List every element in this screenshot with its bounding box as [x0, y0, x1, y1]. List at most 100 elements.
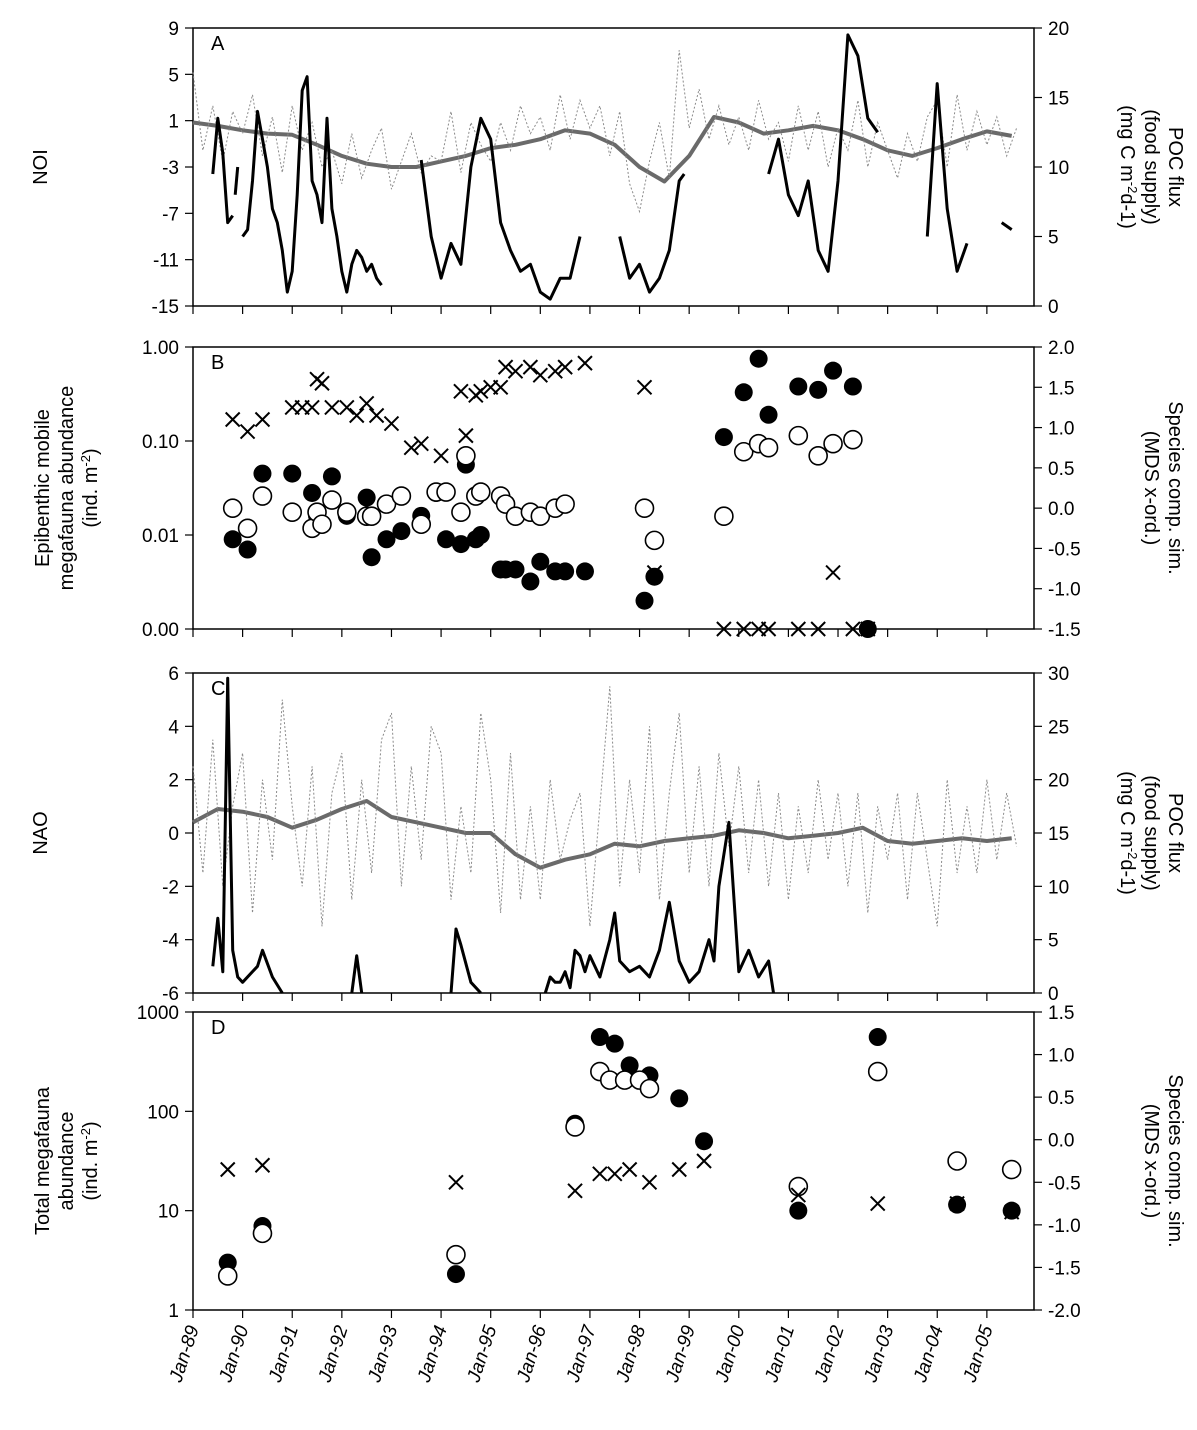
open-circle-point [634, 498, 655, 518]
panel-D-ylabel-right: Species comp. sim.(MDS x-ord.) [1140, 1074, 1186, 1247]
open-circle-point [252, 486, 273, 506]
y-tick-label: 6 [168, 664, 179, 685]
open-circle-point [1001, 1159, 1022, 1180]
x-tick-label: Jan-96 [513, 1323, 551, 1386]
cross-point [845, 621, 861, 637]
panel-D-ylabel-right-line: Species comp. sim. [1164, 1074, 1186, 1247]
y2-tick-label: 20 [1048, 19, 1069, 40]
filled-circle-point [322, 467, 341, 486]
panel-C-letter: C [211, 678, 225, 700]
y2-tick-label: 10 [1048, 877, 1069, 898]
cross-point [473, 383, 489, 400]
y-tick-label: -2 [162, 877, 179, 898]
open-circle-point [843, 429, 863, 450]
cross-point [448, 1174, 464, 1190]
cross-point [592, 1166, 608, 1182]
panel-A-thick-black-line [233, 166, 240, 195]
panel-D-letter: D [211, 1017, 225, 1039]
panel-C-thin-dotted-line [192, 686, 1018, 927]
cross-point [870, 1195, 886, 1212]
x-tick-label: Jan-98 [612, 1323, 650, 1386]
y-tick-label: -15 [152, 297, 179, 318]
filled-circle-point [824, 361, 843, 380]
open-circle-point [222, 498, 243, 518]
y2-tick-label: -0.5 [1048, 539, 1081, 560]
y2-tick-label: 0 [1048, 984, 1059, 1005]
cross-point [810, 621, 826, 637]
cross-point [254, 411, 271, 428]
cross-point [557, 359, 573, 375]
panel-D-ylabel-line: (ind. m-2) [78, 1121, 103, 1200]
cross-point [304, 399, 320, 416]
x-tick-label: Jan-03 [860, 1323, 898, 1386]
panel-B-ylabel-right-line: (MDS x-ord.) [1140, 431, 1162, 545]
panel-A-ylabel-right-line: POC flux [1164, 127, 1186, 207]
cross-point [403, 440, 420, 456]
filled-circle-point [471, 526, 490, 544]
y2-tick-label: -1.5 [1048, 620, 1081, 641]
cross-point [949, 1195, 965, 1212]
panel-C-ylabel-right-line: (food supply) [1140, 775, 1162, 891]
filled-circle-point [253, 464, 272, 483]
open-circle-point [237, 518, 258, 539]
y-tick-label: 0.00 [142, 620, 179, 641]
cross-point [507, 363, 524, 379]
open-circle-point [446, 1244, 466, 1265]
open-circle-point [530, 506, 551, 527]
cross-point [696, 1153, 712, 1169]
x-tick-label: Jan-99 [662, 1323, 700, 1386]
cross-point [458, 427, 474, 444]
panel-A-thick-black-line [211, 116, 234, 225]
filled-circle-point [734, 383, 753, 402]
panel-C-ylabel-right-line: (mg C m-2d-1) [1116, 771, 1141, 895]
panel-C-frame [192, 672, 1035, 994]
y-tick-label: -6 [162, 984, 179, 1005]
y2-tick-label: 0.5 [1048, 1088, 1074, 1109]
y2-tick-label: -2.0 [1048, 1301, 1081, 1322]
y2-tick-label: 2.0 [1048, 338, 1074, 359]
open-circle-point [322, 490, 342, 510]
open-circle-point [565, 1117, 585, 1137]
superscript: -2 [78, 455, 93, 467]
filled-circle-point [670, 1089, 689, 1108]
panel-C-thick-gray-smoothed-line [192, 799, 1012, 870]
open-circle-point [788, 1176, 809, 1197]
y-tick-label: 1000 [137, 1003, 179, 1024]
cross-point [433, 448, 449, 464]
cross-point [671, 1161, 687, 1178]
y-tick-label: -7 [162, 204, 179, 225]
open-circle-point [376, 494, 397, 514]
cross-point [497, 359, 514, 375]
x-tick-label: Jan-91 [265, 1323, 303, 1386]
superscript: -2 [1126, 848, 1141, 860]
filled-circle-point [283, 464, 302, 483]
panel-D-ylabel-line: abundance [56, 1112, 78, 1211]
x-tick-label: Jan-02 [811, 1323, 849, 1386]
cross-point [790, 621, 807, 637]
panel-C-thick-black-line [211, 676, 284, 994]
x-tick-label: Jan-04 [910, 1323, 948, 1386]
open-circle-point [788, 425, 809, 446]
y-tick-label: 0.10 [142, 432, 179, 453]
x-tick-label: Jan-01 [761, 1323, 799, 1386]
filled-circle-point [749, 349, 768, 368]
open-circle-point [644, 530, 665, 551]
cross-point [453, 383, 469, 400]
open-circle-point [808, 445, 828, 466]
cross-point [547, 363, 563, 379]
cross-point [339, 399, 355, 416]
cross-point [324, 399, 340, 416]
panel-A-thick-black-line [419, 116, 582, 301]
cross-point [254, 1157, 271, 1173]
filled-circle-point [392, 522, 411, 541]
filled-circle-point [714, 428, 733, 447]
x-tick-label: Jan-89 [166, 1323, 204, 1386]
open-circle-point [639, 1078, 660, 1099]
x-tick-label: Jan-94 [414, 1323, 452, 1386]
filled-circle-point [575, 562, 594, 581]
y2-tick-label: 0.0 [1048, 499, 1074, 520]
y2-tick-label: 25 [1048, 717, 1069, 738]
open-circle-point [282, 502, 303, 522]
panel-B-ylabel-right-line: Species comp. sim. [1164, 401, 1186, 574]
panel-D-ylabel-right-line: (MDS x-ord.) [1140, 1104, 1162, 1218]
